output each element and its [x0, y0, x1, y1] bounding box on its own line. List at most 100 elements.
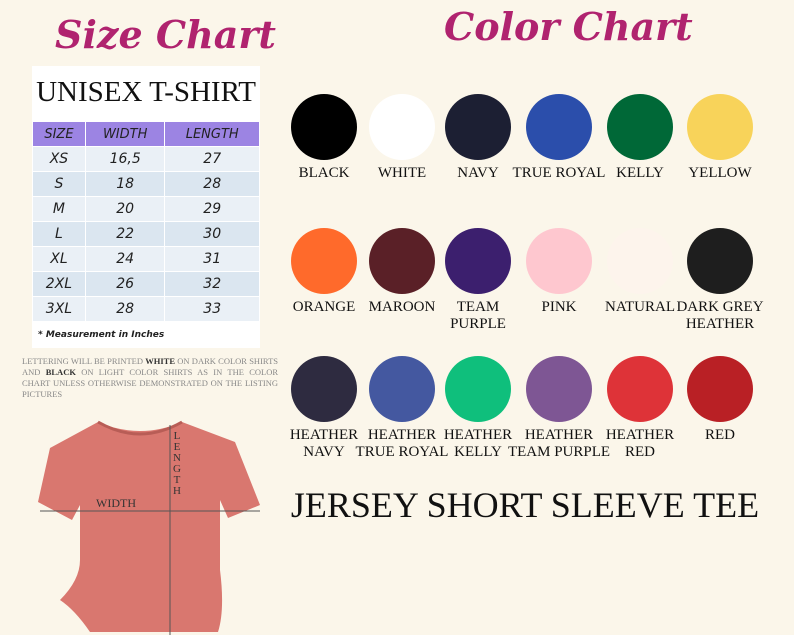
color-swatch [687, 94, 753, 160]
color-swatch [607, 228, 673, 294]
color-name: TEAM PURPLE [423, 299, 533, 333]
table-row: XS 16,5 27 [32, 146, 260, 172]
color-swatch [291, 94, 357, 160]
color-name-line: NAVY [303, 444, 345, 460]
color-swatch [291, 356, 357, 422]
table-cell: 3XL [32, 296, 86, 322]
width-label: WIDTH [96, 496, 136, 510]
color-swatch [687, 356, 753, 422]
color-name: NAVY [423, 165, 533, 182]
color-name: ORANGE [269, 299, 379, 316]
table-cell: S [32, 171, 86, 197]
color-name-line: PURPLE [450, 316, 506, 332]
color-swatch [445, 228, 511, 294]
color-name-line: NAVY [457, 165, 499, 181]
table-cell: XS [32, 146, 86, 172]
color-swatch [526, 356, 592, 422]
size-chart-title: Size Chart [55, 12, 276, 57]
table-cell: XL [32, 246, 86, 272]
color-name: KELLY [585, 165, 695, 182]
color-swatch [291, 228, 357, 294]
table-cell: M [32, 196, 86, 222]
color-name-line: HEATHER [367, 427, 437, 443]
color-name-line: WHITE [377, 165, 427, 181]
table-cell: 16,5 [84, 146, 166, 172]
color-name-line: TEAM PURPLE [507, 444, 611, 460]
color-swatch [687, 228, 753, 294]
table-subtitle: UNISEX T-SHIRT [36, 76, 256, 108]
table-cell: 24 [84, 246, 166, 272]
table-row: L 22 30 [32, 221, 260, 247]
color-name-line: RED [625, 444, 655, 460]
color-name: HEATHER TEAM PURPLE [504, 427, 614, 461]
table-row: M 20 29 [32, 196, 260, 222]
footer: JERSEY SHORT SLEEVE TEE [290, 485, 760, 525]
lettering-text: LETTERING WILL BE PRINTED [22, 356, 146, 366]
color-name: NATURAL [585, 299, 695, 316]
color-name: HEATHER KELLY [423, 427, 533, 461]
color-swatch [369, 94, 435, 160]
header-row: SIZE WIDTH LENGTH [32, 121, 260, 147]
color-swatch [445, 356, 511, 422]
color-name: DARK GREY HEATHER [665, 299, 775, 333]
color-name-line: MAROON [368, 299, 436, 315]
color-name-line: HEATHER [289, 427, 359, 443]
color-name-line: YELLOW [688, 165, 752, 181]
color-swatch [369, 356, 435, 422]
table-cell: L [32, 221, 86, 247]
color-name-line: HEATHER [685, 316, 755, 332]
table-cell: 32 [164, 271, 260, 297]
table-row: 3XL 28 33 [32, 296, 260, 322]
lettering-text: ON LIGHT COLOR SHIRTS AS IN THE COLOR CH… [22, 367, 278, 399]
size-table-box: UNISEX T-SHIRT SIZE WIDTH LENGTH XS 16,5 27 S 1… [32, 66, 260, 348]
lettering-text: ON DARK COLOR SHIRTS AND [22, 356, 278, 377]
color-name: TRUE ROYAL [504, 165, 614, 182]
color-name: WHITE [347, 165, 457, 182]
header-cell: SIZE [32, 121, 86, 147]
table-row: S 18 28 [32, 171, 260, 197]
color-name-line: HEATHER [524, 427, 594, 443]
lettering-note: LETTERING WILL BE PRINTED WHITE ON DARK … [22, 356, 278, 400]
color-chart-title: Color Chart [444, 4, 693, 49]
table-cell: 30 [164, 221, 260, 247]
lettering-text: WHITE [145, 356, 176, 366]
table-cell: 18 [84, 171, 166, 197]
color-name-line: TEAM [456, 299, 500, 315]
tshirt [38, 420, 260, 635]
table-cell: 29 [164, 196, 260, 222]
color-name: HEATHER TRUE ROYAL [347, 427, 457, 461]
color-name-line: HEATHER [605, 427, 675, 443]
color-name-line: ORANGE [292, 299, 356, 315]
color-name: BLACK [269, 165, 379, 182]
table-cell: 22 [84, 221, 166, 247]
color-name-line: KELLY [616, 165, 664, 181]
color-name: PINK [504, 299, 614, 316]
table-cell: 27 [164, 146, 260, 172]
color-name-line: PINK [541, 299, 577, 315]
color-name: HEATHER RED [585, 427, 695, 461]
color-name-line: KELLY [454, 444, 502, 460]
color-swatch [369, 228, 435, 294]
length-label: LENGTH [171, 430, 183, 496]
header-cell: WIDTH [84, 121, 166, 147]
color-name-line: RED [705, 427, 735, 443]
table-cell: 28 [84, 296, 166, 322]
table-row: XL 24 31 [32, 246, 260, 272]
color-name-line: TRUE ROYAL [512, 165, 606, 181]
table-row: 2XL 26 32 [32, 271, 260, 297]
note: * Measurement in Inches [38, 330, 165, 340]
header-cell: LENGTH [164, 121, 260, 147]
color-name: RED [665, 427, 775, 444]
lettering-text: BLACK [45, 367, 76, 377]
color-name: YELLOW [665, 165, 775, 182]
color-name-line: DARK GREY [676, 299, 764, 315]
color-swatch [607, 356, 673, 422]
color-name-line: BLACK [298, 165, 350, 181]
color-name-line: TRUE ROYAL [355, 444, 449, 460]
color-swatch [607, 94, 673, 160]
color-swatch [526, 228, 592, 294]
size-table: SIZE WIDTH LENGTH XS 16,5 27 S 18 28 M 20 29 L 22 30 XL… [32, 121, 260, 322]
color-swatch [445, 94, 511, 160]
table-cell: 33 [164, 296, 260, 322]
color-name: MAROON [347, 299, 457, 316]
